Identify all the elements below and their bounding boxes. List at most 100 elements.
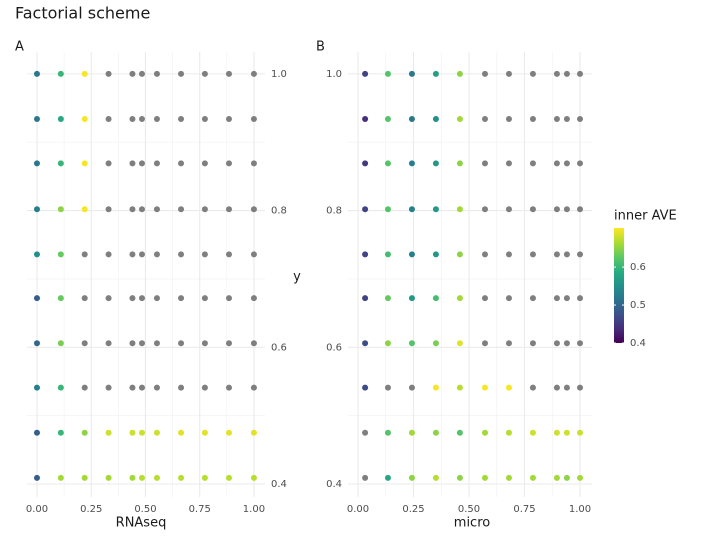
point <box>505 429 512 436</box>
point <box>384 70 391 77</box>
point <box>153 251 160 258</box>
point <box>563 160 570 167</box>
point <box>384 115 391 122</box>
y-tick-label: 0.6 <box>271 342 287 353</box>
point <box>178 206 185 213</box>
point <box>384 295 391 302</box>
point <box>408 70 415 77</box>
point <box>57 429 64 436</box>
point <box>138 474 145 481</box>
x-tick-label: 0.50 <box>458 504 480 515</box>
point <box>481 384 488 391</box>
point <box>577 115 584 122</box>
y-tick-label: 0.8 <box>326 206 342 217</box>
point <box>563 384 570 391</box>
point <box>138 384 145 391</box>
point <box>362 70 369 77</box>
point <box>201 340 208 347</box>
point <box>553 429 560 436</box>
point <box>201 295 208 302</box>
point <box>481 251 488 258</box>
y-tick-label: 1.0 <box>326 69 342 80</box>
point <box>553 160 560 167</box>
point <box>81 429 88 436</box>
point <box>153 160 160 167</box>
point <box>225 429 232 436</box>
point <box>529 160 536 167</box>
point <box>225 70 232 77</box>
point <box>577 70 584 77</box>
point <box>153 70 160 77</box>
colorbar-tick-label: 0.4 <box>630 338 646 349</box>
chart-title: Factorial scheme <box>15 4 150 23</box>
point <box>225 384 232 391</box>
point <box>432 340 439 347</box>
point <box>57 251 64 258</box>
point <box>481 295 488 302</box>
point <box>250 295 257 302</box>
point <box>529 115 536 122</box>
point <box>529 206 536 213</box>
point <box>577 206 584 213</box>
y-tick-label: 1.0 <box>271 69 287 80</box>
point <box>408 295 415 302</box>
point <box>529 474 536 481</box>
point <box>81 474 88 481</box>
point <box>178 295 185 302</box>
point <box>481 474 488 481</box>
point <box>577 340 584 347</box>
point <box>201 429 208 436</box>
point <box>105 384 112 391</box>
point <box>250 160 257 167</box>
point <box>529 251 536 258</box>
x-tick-label: 0.00 <box>26 504 48 515</box>
x-tick-label: 0.75 <box>189 504 211 515</box>
point <box>250 251 257 258</box>
point <box>529 340 536 347</box>
point <box>505 160 512 167</box>
point <box>250 429 257 436</box>
point <box>384 160 391 167</box>
point <box>57 115 64 122</box>
point <box>553 206 560 213</box>
point <box>456 160 463 167</box>
point <box>105 474 112 481</box>
point <box>250 70 257 77</box>
point <box>553 384 560 391</box>
point <box>33 429 40 436</box>
point <box>225 160 232 167</box>
point <box>153 429 160 436</box>
point <box>577 295 584 302</box>
point <box>129 115 136 122</box>
x-axis-title: micro <box>454 516 490 531</box>
point <box>563 206 570 213</box>
point <box>129 70 136 77</box>
point <box>105 429 112 436</box>
point <box>129 295 136 302</box>
point <box>138 115 145 122</box>
point <box>529 429 536 436</box>
point <box>33 340 40 347</box>
point <box>138 429 145 436</box>
colorbar-tick-label: 0.5 <box>630 300 646 311</box>
point <box>138 340 145 347</box>
y-axis-title: y <box>293 270 301 285</box>
point <box>456 115 463 122</box>
point <box>432 206 439 213</box>
point <box>138 251 145 258</box>
point <box>33 70 40 77</box>
point <box>553 474 560 481</box>
point <box>529 295 536 302</box>
point <box>129 251 136 258</box>
point <box>138 70 145 77</box>
point <box>529 70 536 77</box>
point <box>481 115 488 122</box>
point <box>57 340 64 347</box>
point <box>384 206 391 213</box>
point <box>153 340 160 347</box>
point <box>553 295 560 302</box>
point <box>362 295 369 302</box>
point <box>529 384 536 391</box>
point <box>481 340 488 347</box>
point <box>384 429 391 436</box>
